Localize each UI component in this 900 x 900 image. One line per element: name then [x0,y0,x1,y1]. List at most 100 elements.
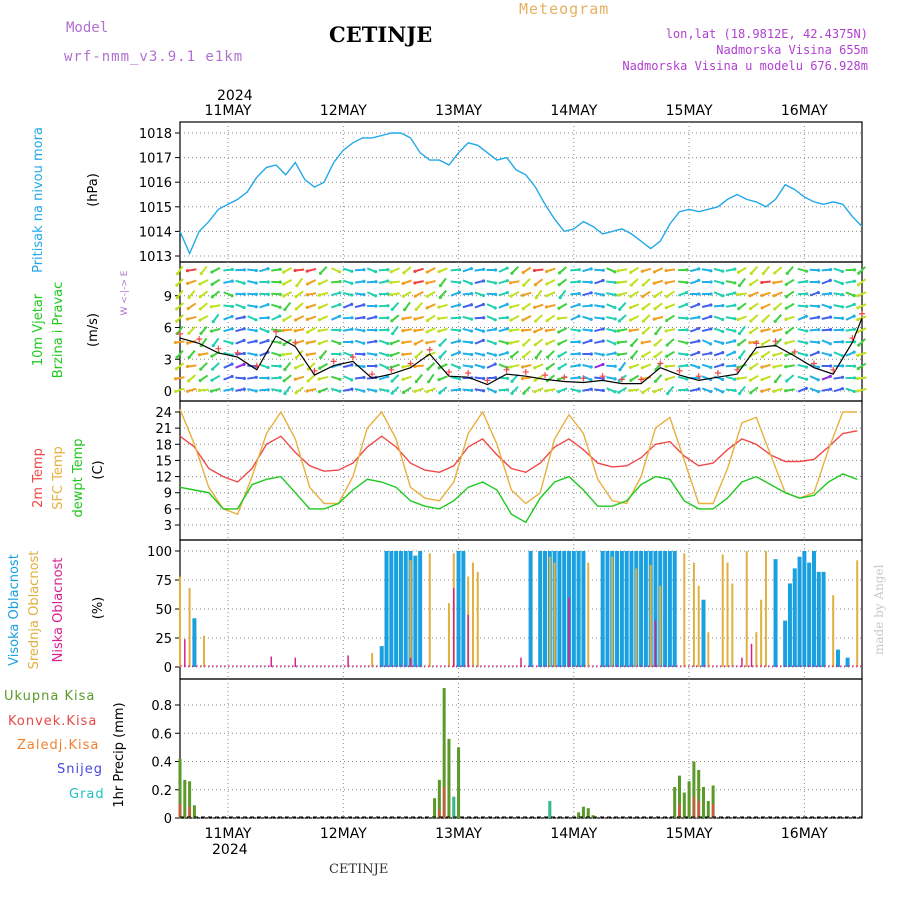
wind-arrowhead [242,362,246,366]
elevation-label: Nadmorska Visina 655m [716,43,868,57]
wind-marker [849,335,856,342]
wind-arrowhead [350,327,354,331]
wind-arrowhead [613,342,617,346]
wind-arrowhead [174,389,178,394]
wind-arrowhead [438,355,442,359]
wind-arrowhead [709,327,713,331]
wind-arrowhead [266,280,270,284]
wind-arrowhead [546,355,550,359]
wind-arrowhead [389,342,393,346]
precip-bar [586,808,590,818]
wind-arrowhead [816,350,820,354]
wind-arrowhead [641,307,645,311]
wind-arrowhead [457,303,462,307]
wind-arrowhead [509,355,514,359]
wind-arrowhead [254,318,258,322]
wind-arrowhead [350,387,354,391]
cloud-bar [568,597,570,667]
wind-arrowhead [230,362,234,366]
wind-arrowhead [589,280,593,284]
ytick-label-wind: 6 [164,322,172,337]
wind-arrowhead [616,340,620,345]
wind-marker [830,366,837,373]
wind-arrowhead [685,280,689,285]
precip-bar [678,803,681,818]
wind-arrowhead [338,314,342,318]
wind-arrowhead [505,327,509,331]
precip-bar [697,801,700,818]
data-marks [177,132,865,818]
wind-marker [657,360,664,367]
cloud-bar [807,562,812,667]
wind-arrowhead [305,317,309,322]
wind-arrowhead [685,363,689,367]
wind-arrowhead [840,305,845,309]
ytick-label-pressure: 1017 [139,152,172,167]
cloud-bar [548,556,551,667]
wind-arrowhead [362,315,366,320]
wind-arrowhead [666,391,670,396]
wind-arrowhead [664,377,668,381]
wind-arrowhead [521,365,525,369]
ytick-label-pressure: 1013 [139,250,172,265]
cloud-bar [835,649,840,667]
wind-marker [695,373,702,380]
cloud-bar [629,551,634,667]
wind-arrowhead [185,317,190,321]
wind-arrowhead [784,341,788,345]
ytick-label-cloud: 75 [155,574,172,589]
wind-arrowhead [305,269,309,273]
wind-arrowhead [601,305,605,309]
wind-arrowhead [305,389,309,393]
precip-bar [581,806,585,818]
wind-arrowhead [414,355,418,359]
wind-arrowhead [386,316,390,320]
wind-arrowhead [362,268,366,272]
cloud-bar [528,551,533,667]
wind-arrowhead [389,293,393,297]
wind-arrowhead [852,376,857,380]
wind-arrowhead [242,338,246,343]
wind-arrowhead [197,353,202,357]
wind-arrowhead [697,326,701,331]
wind-arrowhead [556,316,561,321]
wind-arrowhead [544,329,549,333]
wind-arrowhead [577,340,581,344]
ytick-label-wind: 9 [164,290,172,305]
wind-arrowhead [577,314,581,318]
wind-arrowhead [294,318,298,322]
wind-arrowhead [817,328,821,332]
wind-arrowhead [281,328,285,333]
wind-arrowhead [601,339,605,343]
wind-arrowhead [438,391,442,395]
wind-arrowhead [736,292,740,297]
wind-arrowhead [557,342,561,346]
precip-bar [706,801,710,818]
wind-marker [349,354,356,361]
temp-line-2 [179,473,858,524]
cloud-bar [750,643,753,667]
wind-arrowhead [665,294,669,299]
wind-arrowhead [805,279,809,284]
wind-arrowhead [737,283,742,288]
wind-arrowhead [601,278,605,283]
wind-arrowhead [856,317,860,322]
wind-arrowhead [278,376,282,380]
wind-arrowhead [362,279,366,283]
wind-arrowhead [230,327,234,331]
wind-arrowhead [840,269,844,274]
wind-arrowhead [760,329,764,333]
wind-arrowhead [199,271,203,276]
wind-arrowhead [785,379,789,383]
wind-arrowhead [709,303,713,307]
wind-arrowhead [242,376,246,380]
wind-arrowhead [306,379,310,383]
wind-arrowhead [401,329,405,333]
wind-arrowhead [748,330,753,335]
wind-arrowhead [721,377,725,382]
cloud-bar [409,657,412,667]
wind-arrowhead [784,306,788,310]
wind-arrowhead [817,304,821,308]
temp-label-3: dewpt Temp [71,438,86,517]
wind-arrowhead [278,329,282,333]
